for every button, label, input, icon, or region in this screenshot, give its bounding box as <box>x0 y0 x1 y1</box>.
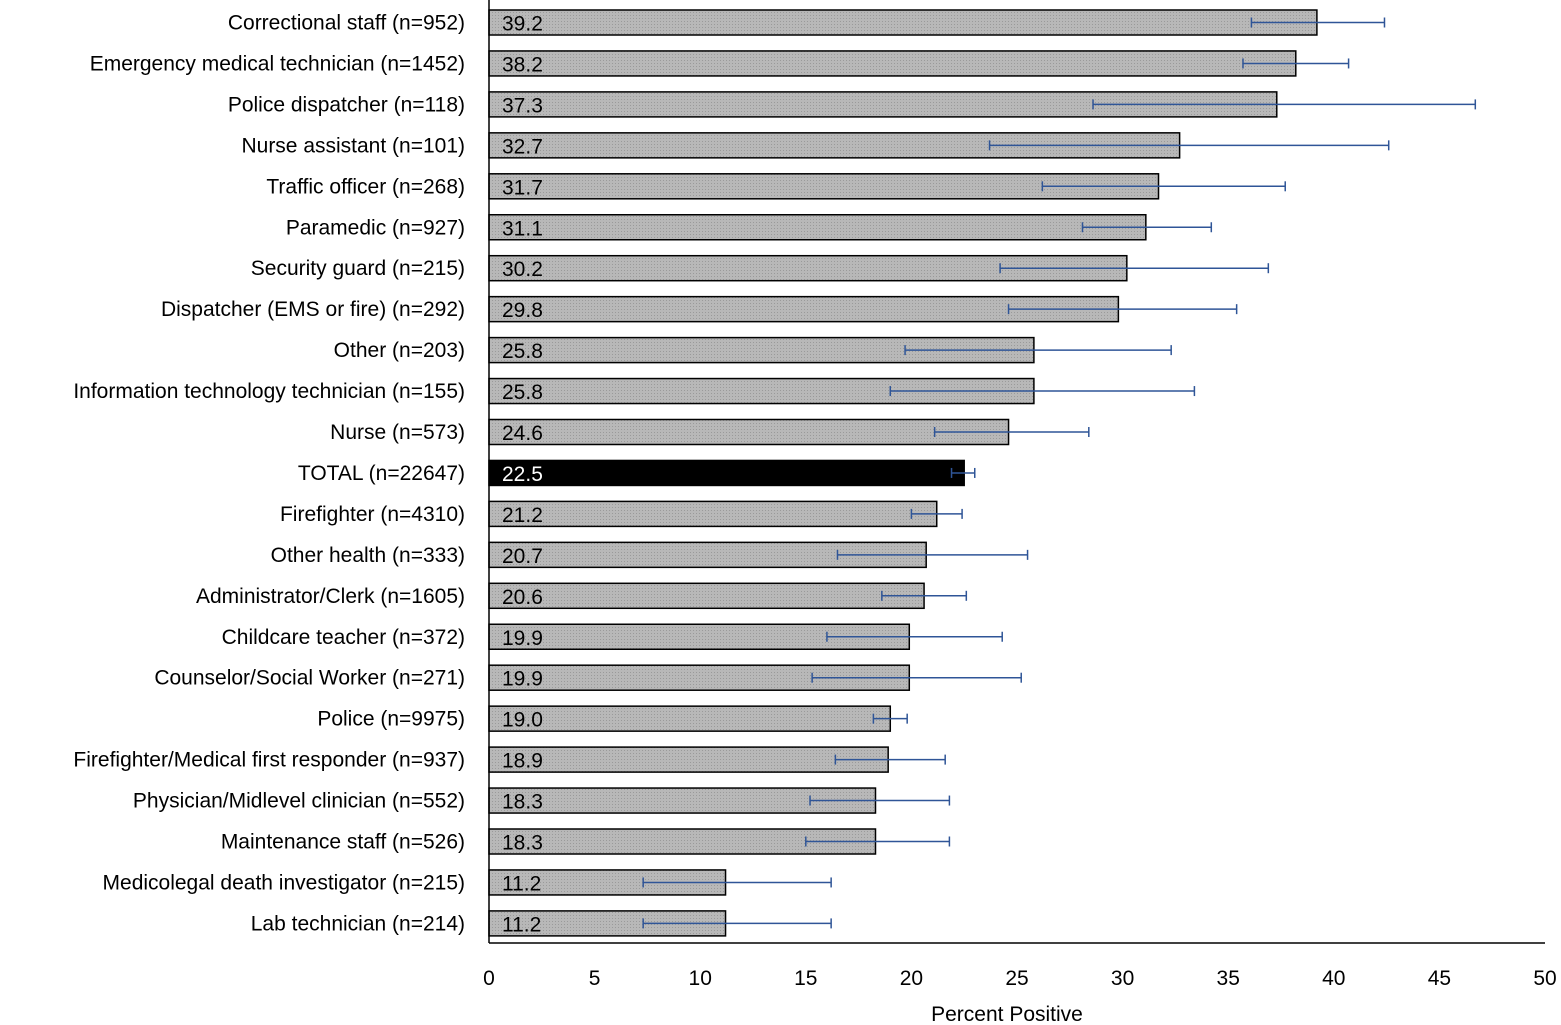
value-label: 20.7 <box>502 545 543 568</box>
category-label: Medicolegal death investigator (n=215) <box>103 871 465 894</box>
value-label: 18.9 <box>502 750 543 773</box>
value-labels: 39.2 38.2 37.3 32.7 31.7 31.1 30.2 29.8 25.8 25.8… <box>502 13 543 937</box>
category-label: Traffic officer (n=268) <box>266 175 465 198</box>
value-label: 29.8 <box>502 299 543 322</box>
value-label: 20.6 <box>502 586 543 609</box>
bar-total <box>488 459 965 487</box>
category-label: Emergency medical technician (n=1452) <box>90 52 465 75</box>
x-tick-label: 15 <box>794 967 817 990</box>
x-axis-title: Percent Positive <box>931 1003 1083 1025</box>
x-tick-label: 30 <box>1111 967 1134 990</box>
category-label: Counselor/Social Worker (n=271) <box>154 667 465 690</box>
category-label: Information technology technician (n=155… <box>73 380 465 403</box>
x-tick-label: 0 <box>483 967 495 990</box>
value-label: 24.6 <box>502 422 543 445</box>
category-label: Physician/Midlevel clinician (n=552) <box>133 790 465 813</box>
bar <box>488 705 892 732</box>
category-label: Administrator/Clerk (n=1605) <box>196 585 465 608</box>
category-label: Lab technician (n=214) <box>251 912 465 935</box>
category-label: Maintenance staff (n=526) <box>221 831 465 854</box>
value-label: 37.3 <box>502 94 543 117</box>
category-label: Childcare teacher (n=372) <box>222 626 465 649</box>
x-tick-label: 25 <box>1005 967 1028 990</box>
value-label: 19.0 <box>502 709 543 732</box>
category-label: TOTAL (n=22647) <box>298 462 465 485</box>
x-tick-label: 40 <box>1322 967 1345 990</box>
value-label: 39.2 <box>502 13 543 36</box>
error-bars <box>642 17 1477 929</box>
category-label: Nurse assistant (n=101) <box>241 134 465 157</box>
bar <box>488 214 1147 241</box>
category-label: Correctional staff (n=952) <box>228 12 465 35</box>
category-label: Firefighter (n=4310) <box>280 503 465 526</box>
value-label: 32.7 <box>502 135 543 158</box>
x-tick-labels: 0 5 10 15 20 25 30 35 40 45 50 <box>483 967 1557 990</box>
x-tick-label: 20 <box>900 967 923 990</box>
x-tick-label: 5 <box>589 967 601 990</box>
bar <box>488 500 938 528</box>
category-label: Other (n=203) <box>334 339 465 362</box>
bar <box>488 746 889 773</box>
category-labels: Correctional staff (n=952) Emergency medi… <box>73 12 465 936</box>
category-label: Paramedic (n=927) <box>286 216 465 239</box>
value-label: 19.9 <box>502 668 543 691</box>
value-label: 19.9 <box>502 627 543 650</box>
x-tick-label: 50 <box>1533 967 1556 990</box>
value-label: 31.7 <box>502 176 543 199</box>
category-label: Other health (n=333) <box>271 544 465 567</box>
value-label: 11.2 <box>502 913 541 936</box>
x-tick-label: 35 <box>1217 967 1240 990</box>
bar <box>488 582 925 610</box>
category-label: Nurse (n=573) <box>330 421 465 444</box>
value-label: 25.8 <box>502 381 543 404</box>
category-label: Security guard (n=215) <box>251 257 465 280</box>
category-label: Firefighter/Medical first responder (n=9… <box>73 749 465 772</box>
x-tick-label: 10 <box>689 967 712 990</box>
value-label: 25.8 <box>502 340 543 363</box>
value-label: 38.2 <box>502 53 543 76</box>
value-label: 18.3 <box>502 791 543 814</box>
x-tick-label: 45 <box>1428 967 1451 990</box>
bar <box>488 418 1010 446</box>
value-label: 11.2 <box>502 872 541 895</box>
value-label: 30.2 <box>502 258 543 281</box>
bar <box>488 9 1318 36</box>
value-label: 22.5 <box>502 463 543 486</box>
category-label: Police dispatcher (n=118) <box>228 93 465 116</box>
bars <box>488 9 1318 937</box>
value-label: 31.1 <box>502 217 543 240</box>
value-label: 18.3 <box>502 832 543 855</box>
category-label: Police (n=9975) <box>317 708 465 731</box>
category-label: Dispatcher (EMS or fire) (n=292) <box>161 298 465 321</box>
value-label: 21.2 <box>502 504 543 527</box>
bar <box>488 50 1297 77</box>
